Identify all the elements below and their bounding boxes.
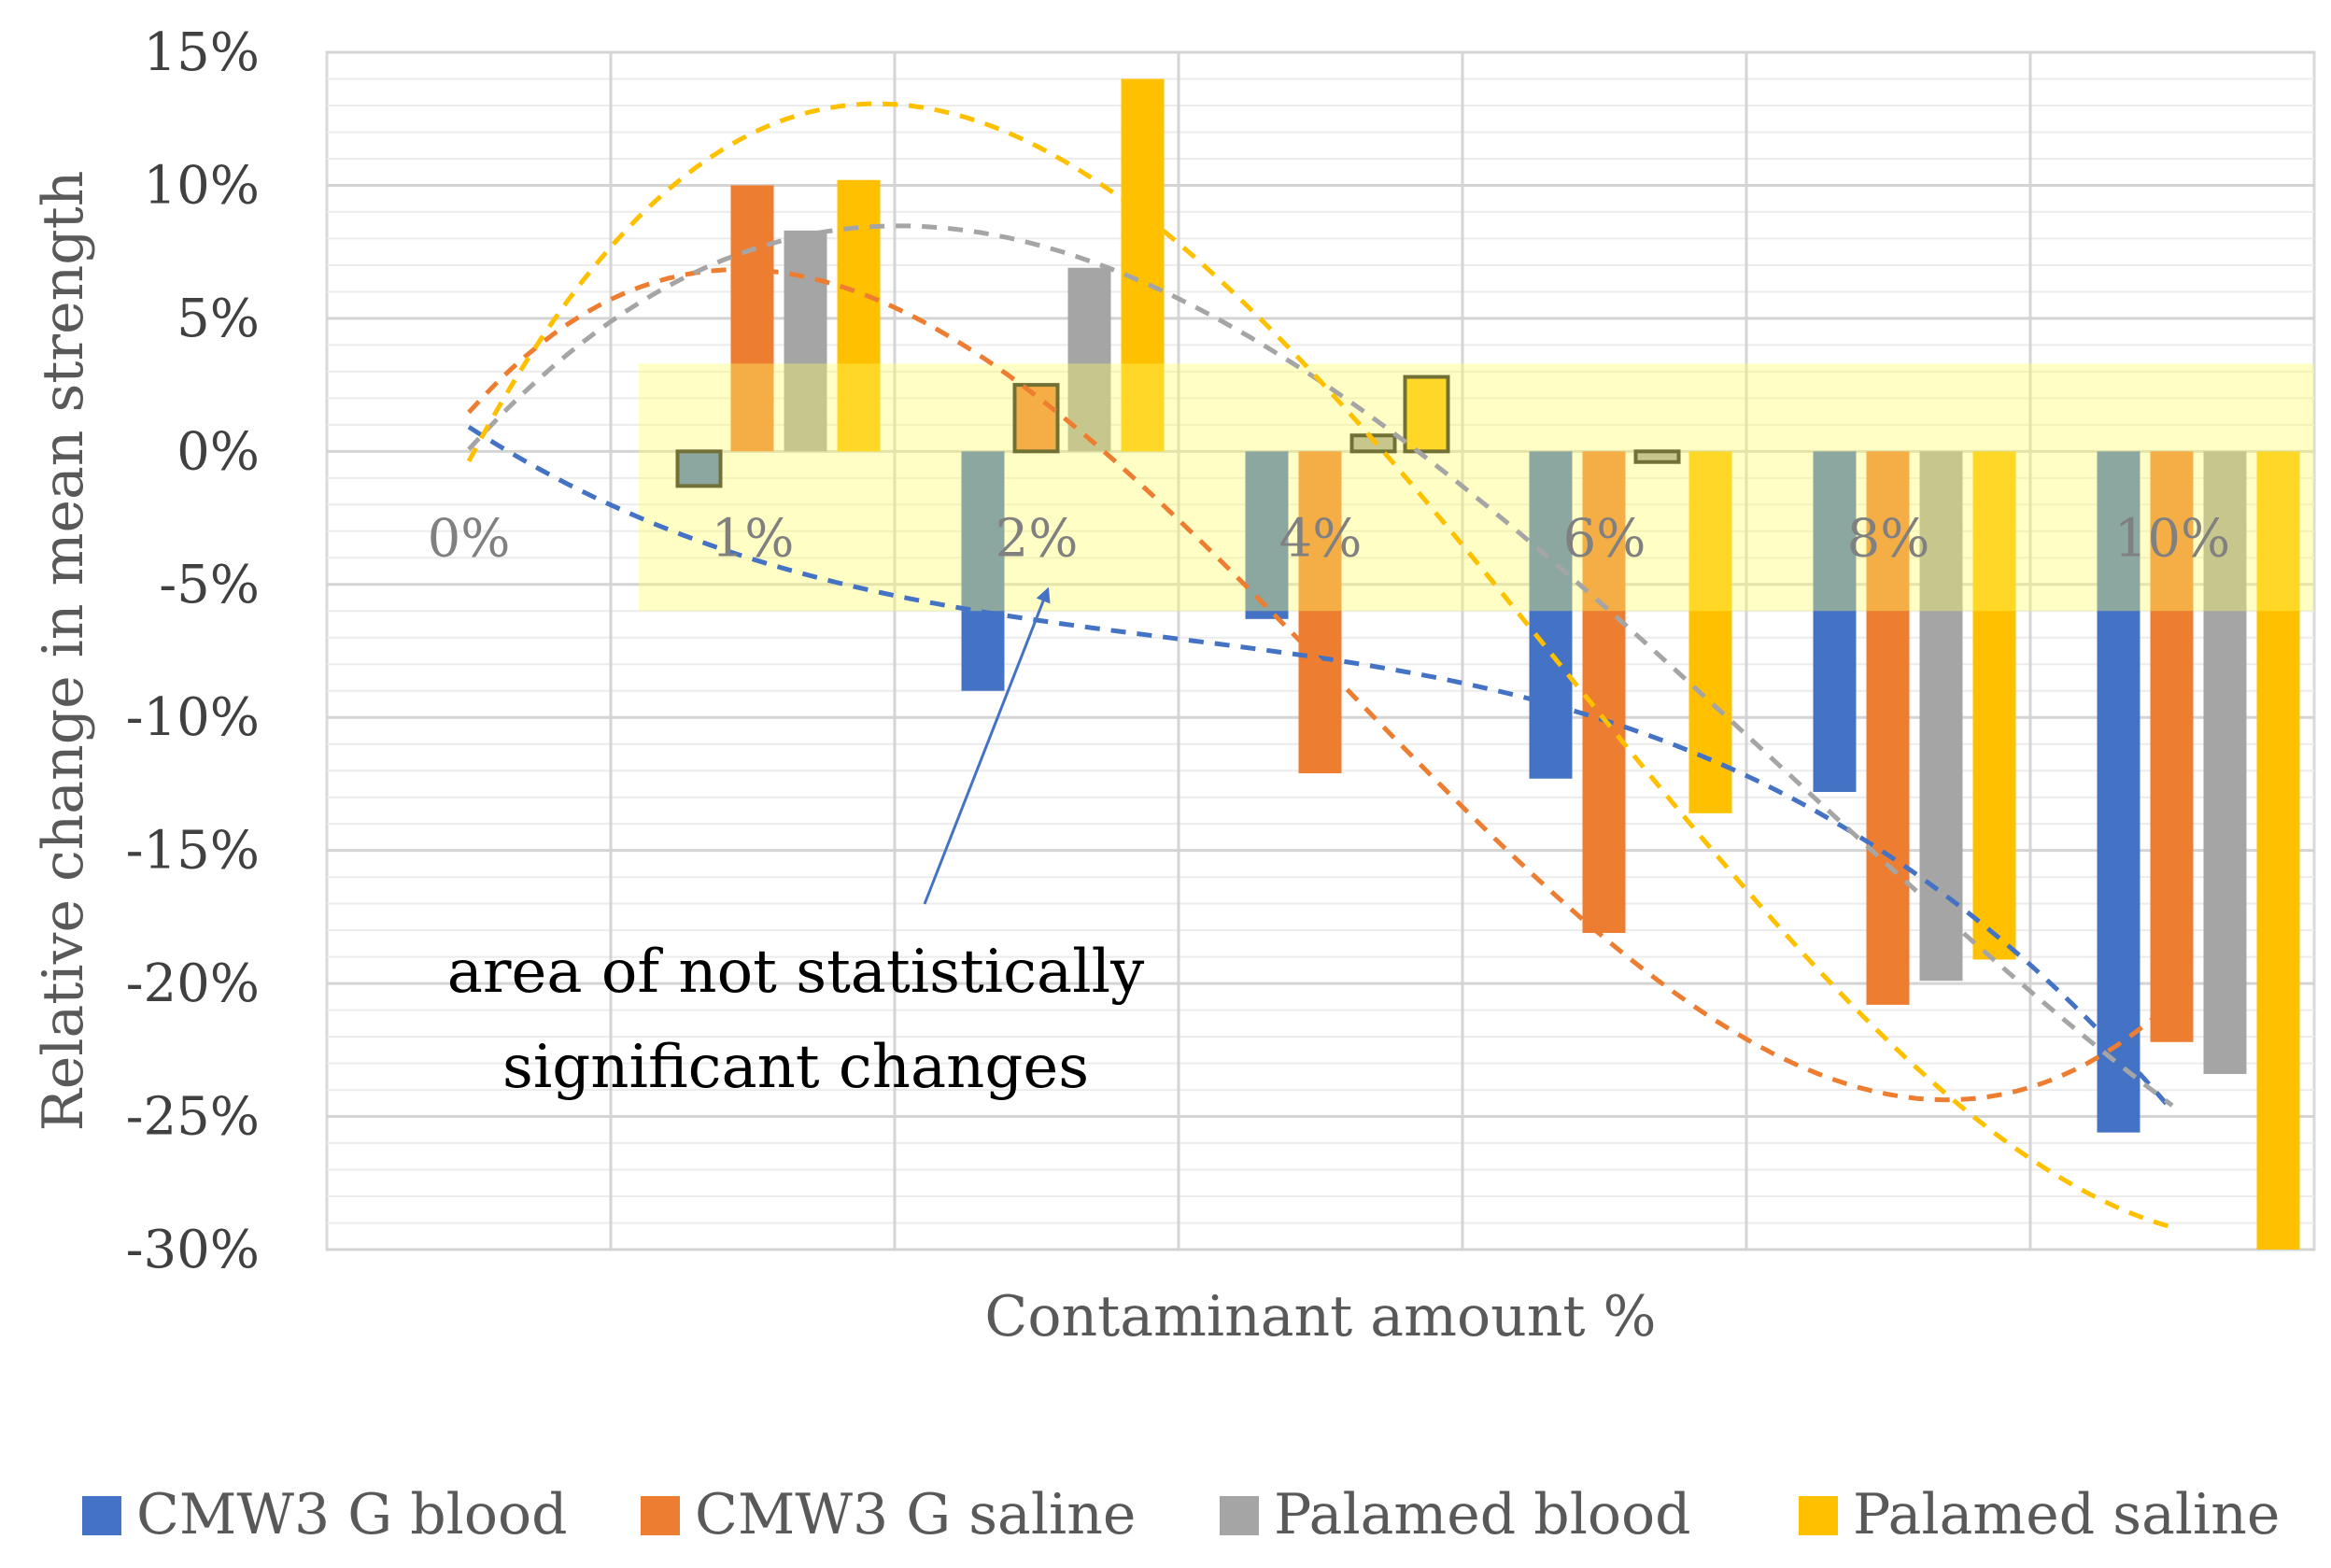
x-category-label: 6% <box>1563 508 1646 569</box>
bar-cmw3-g-blood-2pct <box>961 451 1005 691</box>
bar-cmw3-g-saline-6pct <box>1582 451 1626 933</box>
bar-palamed-saline-2pct <box>1121 78 1165 452</box>
x-category-label: 10% <box>2114 508 2230 569</box>
trendline-cmw3-g-saline <box>467 267 2174 1103</box>
bar-palamed-saline-6pct <box>1688 451 1732 813</box>
y-tick-label: -10% <box>126 687 260 748</box>
annotation-arrow <box>923 586 1051 905</box>
x-axis-title: Contaminant amount % <box>984 1284 1656 1349</box>
bar-cmw3-g-blood-10pct <box>2097 451 2140 1133</box>
x-category-label: 2% <box>996 508 1079 569</box>
bar-palamed-saline-8pct <box>1972 451 2016 960</box>
legend-label: CMW3 G blood <box>136 1482 568 1547</box>
y-tick-label: 15% <box>144 22 260 83</box>
bar-palamed-saline-10pct <box>2256 451 2300 1250</box>
x-category-label: 0% <box>428 508 511 569</box>
y-tick-label: -30% <box>126 1220 260 1280</box>
bar-palamed-blood-6pct <box>1633 449 1681 464</box>
bar-cmw3-g-blood-8pct <box>1813 451 1857 792</box>
bar-cmw3-g-blood-1pct <box>675 449 723 488</box>
bar-palamed-blood-1pct <box>784 230 827 452</box>
legend-label: CMW3 G saline <box>695 1482 1136 1547</box>
x-category-label: 8% <box>1847 508 1930 569</box>
bar-palamed-saline-4pct <box>1403 374 1450 454</box>
annotation-text-line-1: area of not statistically <box>447 938 1145 1007</box>
trendline-cmw3-g-blood <box>467 425 2174 1112</box>
legend-label: Palamed blood <box>1274 1482 1691 1547</box>
bar-cmw3-g-blood-6pct <box>1529 451 1573 779</box>
bar-cmw3-g-saline-10pct <box>2150 451 2194 1042</box>
bar-palamed-blood-2pct <box>1067 267 1111 452</box>
legend-swatch-cmw3-g-blood <box>82 1496 121 1535</box>
y-tick-label: -15% <box>126 821 260 882</box>
bar-cmw3-g-saline-8pct <box>1866 451 1910 1005</box>
bar-palamed-blood-10pct <box>2203 451 2247 1074</box>
bar-cmw3-g-blood-4pct <box>1245 451 1289 619</box>
bar-palamed-blood-8pct <box>1919 451 1963 982</box>
legend-swatch-palamed-saline <box>1799 1496 1838 1535</box>
y-tick-label: 0% <box>177 421 260 482</box>
y-tick-label: 5% <box>177 289 260 349</box>
y-tick-label: -20% <box>126 954 260 1014</box>
y-axis-title: Relative change in mean strength <box>31 171 96 1132</box>
y-tick-label: 10% <box>144 155 260 216</box>
legend: CMW3 G blood CMW3 G saline Palamed blood Pa… <box>82 1482 2280 1547</box>
annotation-text-line-2: significant changes <box>502 1033 1089 1102</box>
x-category-label: 4% <box>1279 508 1363 569</box>
bar-cmw3-g-saline-2pct <box>1012 383 1060 454</box>
non-significant-band <box>639 363 2314 612</box>
legend-label: Palamed saline <box>1853 1482 2280 1547</box>
y-tick-label: -25% <box>126 1087 260 1148</box>
bar-cmw3-g-saline-4pct <box>1298 451 1342 774</box>
legend-swatch-cmw3-g-saline <box>641 1496 680 1535</box>
bar-cmw3-g-saline-1pct <box>730 185 774 452</box>
y-tick-label: -5% <box>159 555 260 615</box>
trendline-palamed-saline <box>466 101 2173 1230</box>
legend-swatch-palamed-blood <box>1220 1496 1259 1535</box>
x-category-label: 1% <box>712 508 795 569</box>
